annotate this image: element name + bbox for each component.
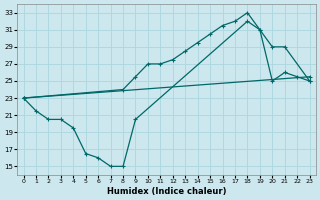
X-axis label: Humidex (Indice chaleur): Humidex (Indice chaleur) [107, 187, 226, 196]
